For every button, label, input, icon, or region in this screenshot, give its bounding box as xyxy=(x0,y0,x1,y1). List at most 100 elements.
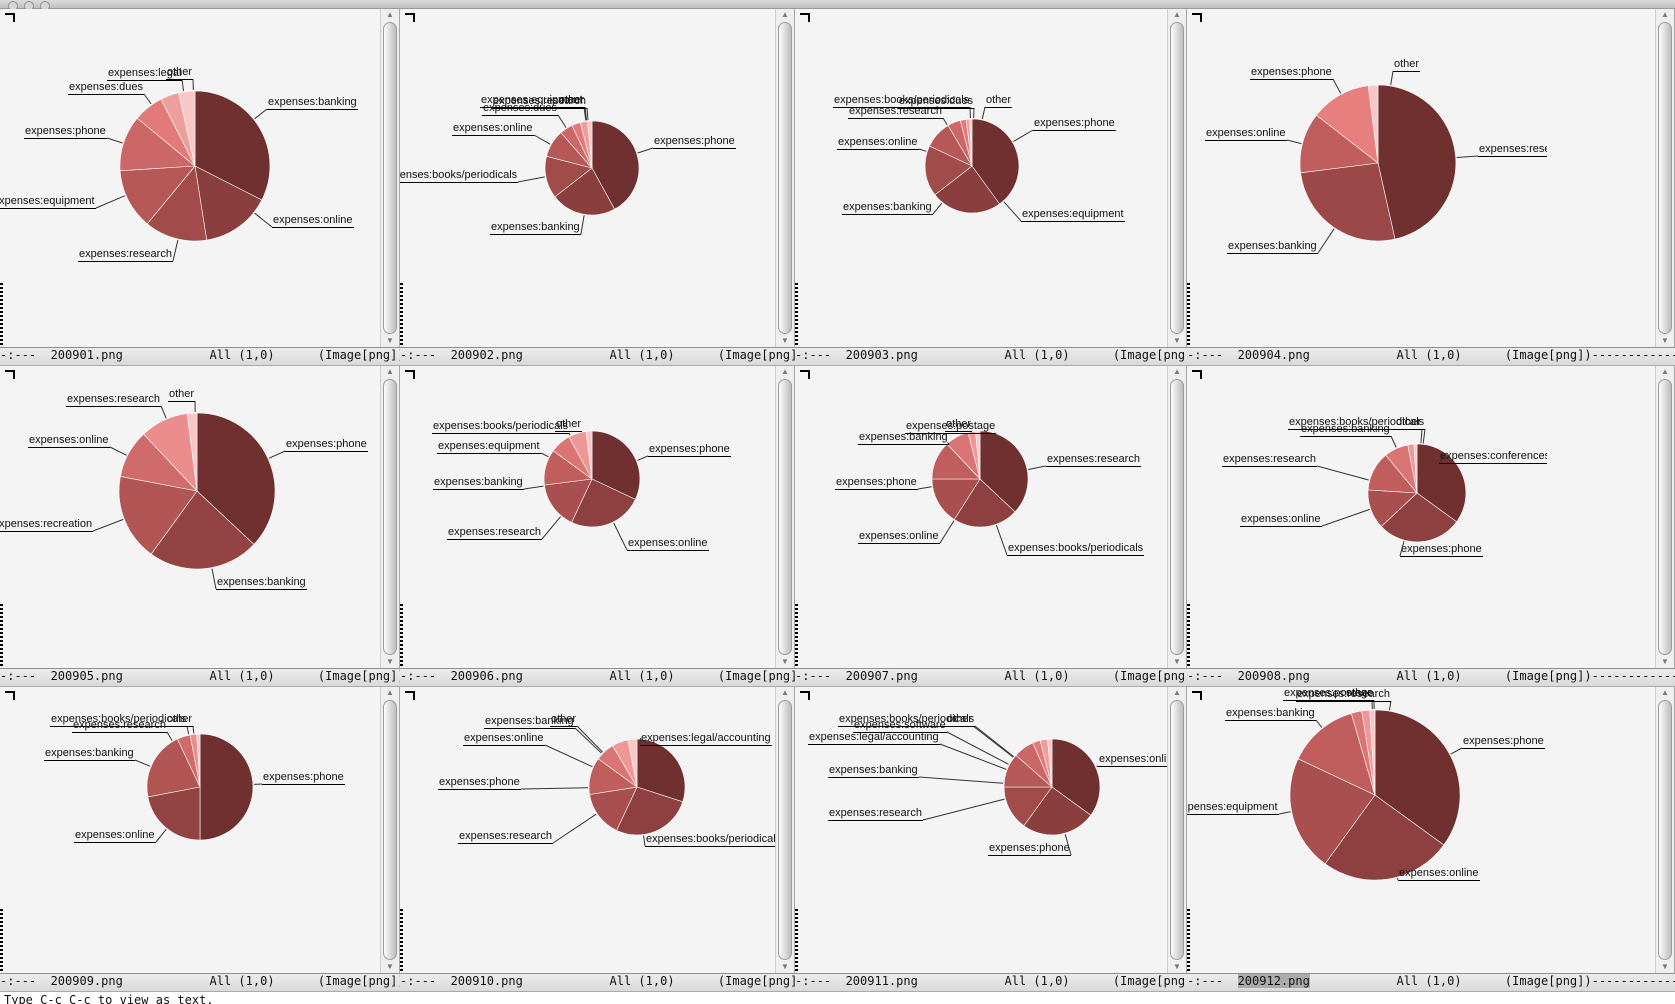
scrollbar-thumb[interactable] xyxy=(1658,22,1672,334)
image-buffer[interactable]: expenses:equipment expenses:research other… xyxy=(400,9,775,347)
scrollbar-thumb[interactable] xyxy=(1170,22,1184,334)
scroll-down-arrow[interactable]: ▼ xyxy=(386,336,394,345)
mode-line[interactable]: -:--- 200912.png All (1,0) (Image[png])-… xyxy=(1187,973,1675,992)
scrollbar-thumb[interactable] xyxy=(778,379,792,655)
scrollbar-thumb[interactable] xyxy=(1170,700,1184,960)
pie-slice xyxy=(1369,709,1376,796)
mode-line[interactable]: -:--- 200907.png All (1,0) (Image[png])-… xyxy=(795,668,1187,687)
label-leader-line xyxy=(995,525,1008,556)
title-bar[interactable] xyxy=(0,0,1675,11)
label-leader-line xyxy=(268,450,286,459)
scroll-up-arrow[interactable]: ▲ xyxy=(1661,367,1669,376)
scroll-up-arrow[interactable]: ▲ xyxy=(386,367,394,376)
image-buffer[interactable]: expenses:books/periodicals other expenses:… xyxy=(400,366,775,668)
image-buffer[interactable]: expenses:banking other expenses:online expe… xyxy=(400,687,775,973)
pie-slice xyxy=(194,165,263,241)
emacs-window: other expenses:phone expenses:online expens… xyxy=(1187,9,1675,366)
scroll-up-arrow[interactable]: ▲ xyxy=(781,688,789,697)
mode-line[interactable]: -:--- 200903.png All (1,0) (Image[png])-… xyxy=(795,347,1187,366)
image-buffer[interactable]: expenses:postage expenses:research other ex… xyxy=(1187,687,1655,973)
mode-line[interactable]: -:--- 200902.png All (1,0) (Image[png])-… xyxy=(400,347,795,366)
vertical-scrollbar[interactable]: ▲ ▼ xyxy=(775,366,795,668)
scroll-down-arrow[interactable]: ▼ xyxy=(386,962,394,971)
label-leader-line xyxy=(1096,765,1099,768)
mode-line-prefix: -:--- xyxy=(400,348,451,362)
label-leader-line xyxy=(552,813,597,844)
scroll-down-arrow[interactable]: ▼ xyxy=(781,657,789,666)
cursor-corner xyxy=(405,691,415,700)
image-buffer[interactable]: expenses:postage other expenses:banking exp… xyxy=(795,366,1167,668)
image-buffer[interactable]: expenses:books/periodicals expenses:softw… xyxy=(795,687,1167,973)
scroll-up-arrow[interactable]: ▲ xyxy=(1173,10,1181,19)
vertical-scrollbar[interactable]: ▲ ▼ xyxy=(1655,687,1675,973)
vertical-scrollbar[interactable]: ▲ ▼ xyxy=(1167,687,1187,973)
scrollbar-thumb[interactable] xyxy=(383,700,397,960)
vertical-scrollbar[interactable]: ▲ ▼ xyxy=(380,9,400,347)
image-buffer[interactable]: expenses:research other expenses:online exp… xyxy=(0,366,380,668)
label-leader-line xyxy=(643,835,646,847)
vertical-scrollbar[interactable]: ▲ ▼ xyxy=(1167,366,1187,668)
mode-line[interactable]: -:--- 200908.png All (1,0) (Image[png])-… xyxy=(1187,668,1675,687)
label-leader-line xyxy=(254,108,268,120)
mode-line-buffer-name: 200907.png xyxy=(845,669,918,683)
image-buffer[interactable]: other expenses:phone expenses:online expens… xyxy=(1187,9,1655,347)
pie-slice xyxy=(150,490,255,570)
scroll-down-arrow[interactable]: ▼ xyxy=(1173,657,1181,666)
pie-slice xyxy=(199,733,254,841)
mode-line[interactable]: -:--- 200910.png All (1,0) (Image[png])-… xyxy=(400,973,795,992)
mode-line-status: All (1,0) (Image[png])------------------… xyxy=(1004,669,1187,683)
scroll-up-arrow[interactable]: ▲ xyxy=(1173,367,1181,376)
scroll-down-arrow[interactable]: ▼ xyxy=(386,657,394,666)
scroll-down-arrow[interactable]: ▼ xyxy=(781,962,789,971)
vertical-scrollbar[interactable]: ▲ ▼ xyxy=(775,9,795,347)
scroll-up-arrow[interactable]: ▲ xyxy=(781,367,789,376)
vertical-scrollbar[interactable]: ▲ ▼ xyxy=(1655,366,1675,668)
label-leader-line xyxy=(106,137,123,144)
mode-line[interactable]: -:--- 200906.png All (1,0) (Image[png])-… xyxy=(400,668,795,687)
scroll-up-arrow[interactable]: ▲ xyxy=(1173,688,1181,697)
vertical-scrollbar[interactable]: ▲ ▼ xyxy=(1167,9,1187,347)
pie-slice xyxy=(1023,786,1092,836)
mode-line[interactable]: -:--- 200911.png All (1,0) (Image[png])-… xyxy=(795,973,1187,992)
pie-slice xyxy=(146,165,208,242)
scroll-up-arrow[interactable]: ▲ xyxy=(1661,688,1669,697)
vertical-scrollbar[interactable]: ▲ ▼ xyxy=(380,687,400,973)
scroll-down-arrow[interactable]: ▼ xyxy=(1661,962,1669,971)
scroll-up-arrow[interactable]: ▲ xyxy=(386,688,394,697)
scroll-up-arrow[interactable]: ▲ xyxy=(1661,10,1669,19)
scrollbar-thumb[interactable] xyxy=(1658,700,1672,960)
image-buffer[interactable]: expenses:books/periodicals other expenses:… xyxy=(1187,366,1655,668)
vertical-scrollbar[interactable]: ▲ ▼ xyxy=(775,687,795,973)
scroll-down-arrow[interactable]: ▼ xyxy=(1661,657,1669,666)
pie-label: expenses:equipment xyxy=(437,440,541,454)
scrollbar-thumb[interactable] xyxy=(1658,379,1672,655)
scroll-up-arrow[interactable]: ▲ xyxy=(386,10,394,19)
emacs-window: expenses:postage other expenses:banking exp… xyxy=(795,366,1187,687)
image-buffer[interactable]: expenses:books/periodicals expenses:resea… xyxy=(0,687,380,973)
image-region: expenses:books/periodicals other expenses:… xyxy=(1187,366,1547,668)
scrollbar-thumb[interactable] xyxy=(778,22,792,334)
scroll-down-arrow[interactable]: ▼ xyxy=(1173,336,1181,345)
scrollbar-thumb[interactable] xyxy=(383,379,397,655)
mode-line[interactable]: -:--- 200909.png All (1,0) (Image[png])-… xyxy=(0,973,400,992)
scroll-up-arrow[interactable]: ▲ xyxy=(781,10,789,19)
label-leader-line xyxy=(568,432,571,436)
fringe-truncation-marks xyxy=(0,909,3,971)
minibuffer-echo-area[interactable]: Type C-c C-c to view as text. xyxy=(0,992,1675,1004)
pie-label: other xyxy=(1393,58,1421,72)
image-buffer[interactable]: expenses:legal other expenses:dues expenses… xyxy=(0,9,380,347)
scroll-down-arrow[interactable]: ▼ xyxy=(1173,962,1181,971)
scrollbar-thumb[interactable] xyxy=(1170,379,1184,655)
scroll-down-arrow[interactable]: ▼ xyxy=(781,336,789,345)
mode-line[interactable]: -:--- 200901.png All (1,0) (Image[png])-… xyxy=(0,347,400,366)
image-buffer[interactable]: expenses:books/periodicals expenses:dues o… xyxy=(795,9,1167,347)
scroll-down-arrow[interactable]: ▼ xyxy=(1661,336,1669,345)
pie-label: expenses:research xyxy=(492,95,587,109)
vertical-scrollbar[interactable]: ▲ ▼ xyxy=(1655,9,1675,347)
pie-label: expenses:phone xyxy=(262,771,345,785)
vertical-scrollbar[interactable]: ▲ ▼ xyxy=(380,366,400,668)
mode-line[interactable]: -:--- 200905.png All (1,0) (Image[png])-… xyxy=(0,668,400,687)
mode-line[interactable]: -:--- 200904.png All (1,0) (Image[png])-… xyxy=(1187,347,1675,366)
scrollbar-thumb[interactable] xyxy=(383,22,397,334)
scrollbar-thumb[interactable] xyxy=(778,700,792,960)
